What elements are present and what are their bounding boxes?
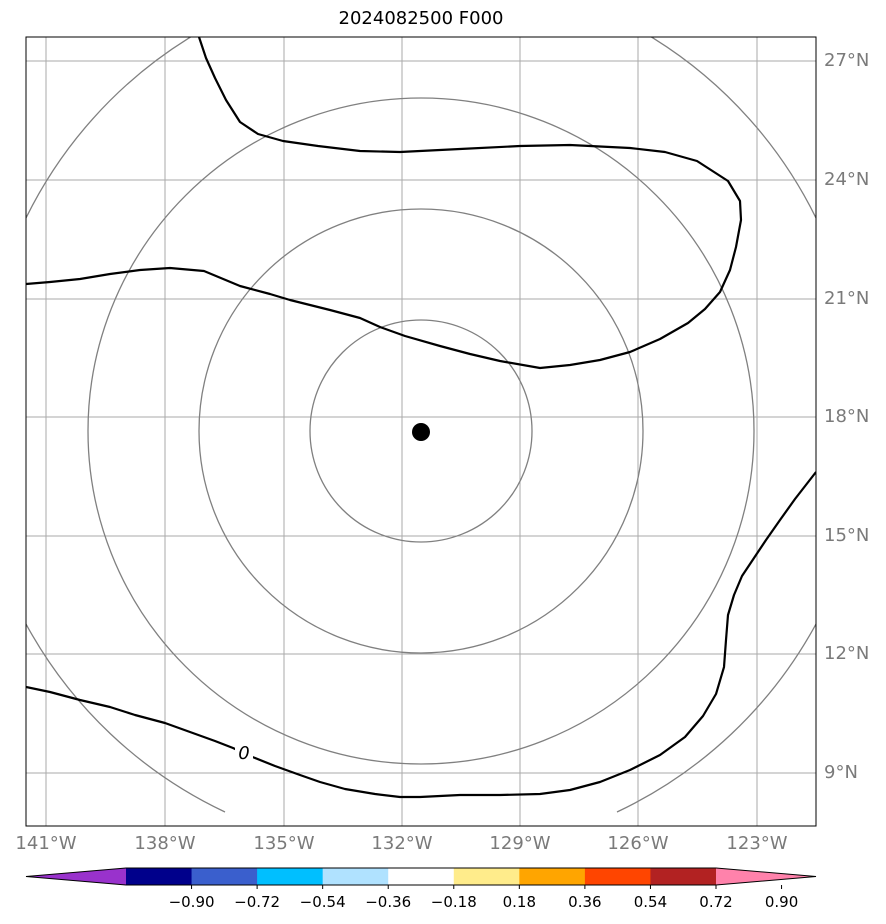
colorbar-segment — [322, 868, 389, 885]
lat-label-21n: 21°N — [824, 288, 870, 309]
colorbar-tick-label: −0.36 — [365, 893, 412, 911]
range-rings — [26, 37, 816, 813]
colorbar-segment — [191, 868, 258, 885]
plot-frame — [25, 36, 817, 827]
range-ring-4-lower-right — [616, 623, 816, 813]
colorbar-extend-high — [716, 868, 816, 885]
colorbar-extend-low — [26, 868, 126, 885]
colorbar-tick-label: 0.54 — [633, 893, 668, 911]
contour-label: 0 — [238, 743, 249, 764]
colorbar-tick-label: −0.18 — [430, 893, 477, 911]
lat-label-18n: 18°N — [824, 406, 870, 427]
colorbar-tick-label: 0.72 — [699, 893, 733, 911]
lat-label-12n: 12°N — [824, 643, 870, 664]
lat-label-15n: 15°N — [824, 525, 870, 546]
map-title: 2024082500 F000 — [338, 8, 504, 29]
colorbar-segment — [388, 868, 455, 885]
range-ring-4-lower-left — [26, 623, 226, 813]
range-ring-3 — [87, 97, 755, 765]
lon-label-135w: 135°W — [253, 833, 315, 854]
lat-label-9n: 9°N — [824, 762, 858, 783]
colorbar-segment — [126, 868, 193, 885]
lat-lon-grid — [26, 37, 816, 826]
colorbar-tick-label: −0.90 — [168, 893, 215, 911]
lon-label-126w: 126°W — [607, 833, 669, 854]
colorbar-segment — [257, 868, 324, 885]
range-ring-1 — [309, 319, 533, 543]
range-ring-4-upper — [26, 37, 816, 219]
lon-label-129w: 129°W — [489, 833, 551, 854]
colorbar-tick-label: 0.18 — [502, 893, 537, 911]
colorbar-segment — [584, 868, 651, 885]
lon-label-132w: 132°W — [371, 833, 433, 854]
colorbar-segment — [519, 868, 586, 885]
contour-line-upper — [26, 37, 743, 370]
lat-label-24n: 24°N — [824, 169, 870, 190]
contour-lines: 0 — [26, 37, 816, 799]
colorbar-tick-label: 0.90 — [764, 893, 799, 911]
colorbar-tick-label: −0.54 — [299, 893, 346, 911]
lon-label-138w: 138°W — [134, 833, 196, 854]
lat-label-27n: 27°N — [824, 50, 870, 71]
colorbar-segment — [650, 868, 717, 885]
contour-line-lower — [26, 471, 816, 799]
colorbar-tick-label: 0.36 — [568, 893, 602, 911]
lon-label-123w: 123°W — [726, 833, 788, 854]
range-ring-2 — [198, 208, 644, 654]
colorbar-outline — [25, 867, 817, 886]
storm-center-marker — [412, 423, 430, 441]
colorbar-segment — [453, 868, 520, 885]
lon-label-141w: 141°W — [15, 833, 77, 854]
colorbar-tick-label: −0.72 — [234, 893, 281, 911]
contour-label-bg — [235, 742, 253, 762]
colorbar — [25, 867, 817, 889]
